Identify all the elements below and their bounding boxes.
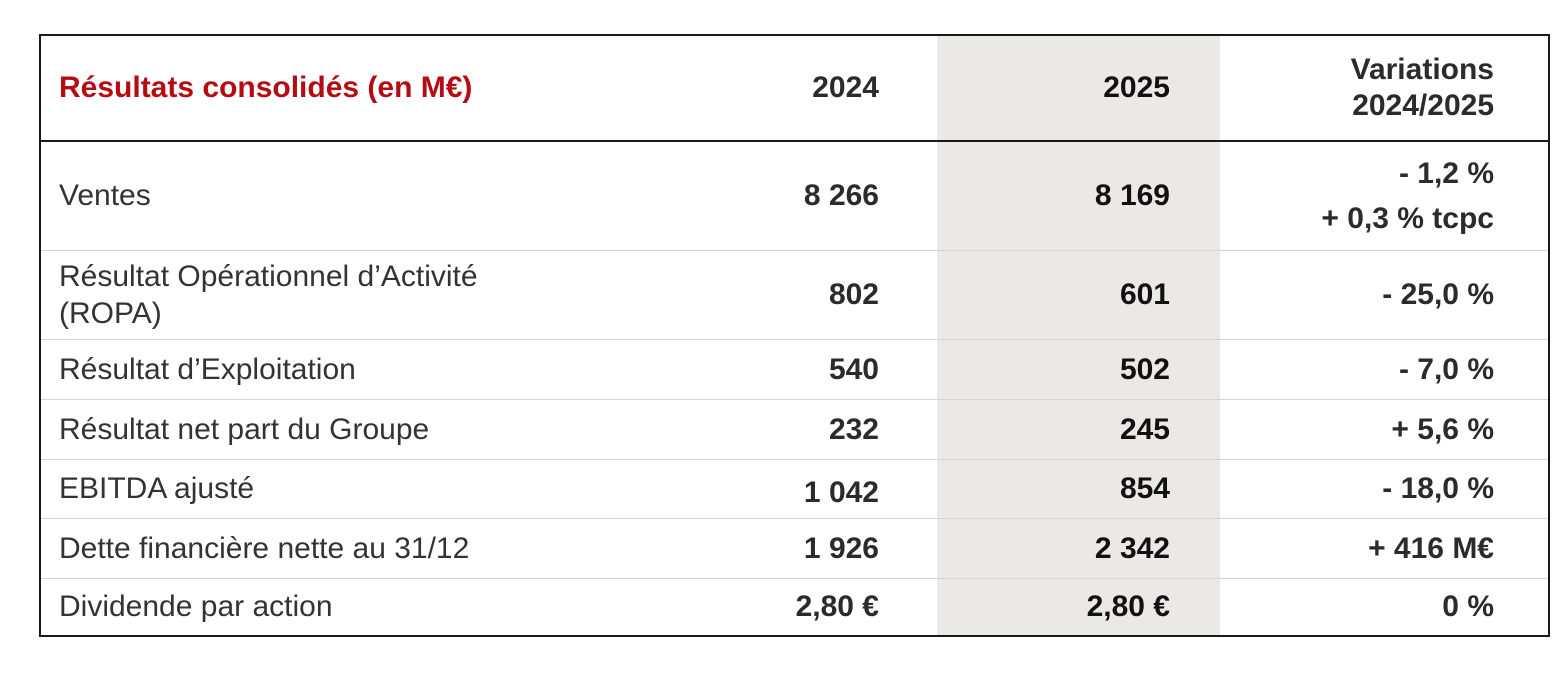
row-value-2024: 2,80 € (795, 590, 879, 623)
row-value-2024: 232 (828, 412, 879, 446)
row-value-2025: 8 169 (1094, 179, 1170, 212)
row-label: Résultat d’Exploitation (59, 352, 356, 386)
row-variation-cell: - 1,2 % + 0,3 % tcpc (1241, 142, 1494, 250)
row-value-2025: 854 (1119, 472, 1170, 505)
row-value-2025: 2,80 € (1086, 590, 1170, 623)
row-value-2024: 1 042 (803, 476, 879, 509)
row-label: Ventes (59, 179, 151, 212)
header-variations-cell: Variations 2024/2025 (1241, 36, 1494, 140)
row-variation-line1: - 1,2 % (1398, 157, 1494, 190)
table-row-resultat-exploitation: Résultat d’Exploitation 540 502 - 7,0 % (41, 340, 1548, 400)
row-variation-line2: + 0,3 % tcpc (1321, 202, 1494, 235)
row-label: EBITDA ajusté (59, 472, 255, 505)
table-row-ventes: Ventes 8 266 8 169 - 1,2 % + 0,3 % tcpc (41, 142, 1548, 251)
row-label-cell: Résultat Opérationnel d’Activité (ROPA) (59, 251, 759, 339)
table-row-ropa: Résultat Opérationnel d’Activité (ROPA) … (41, 251, 1548, 340)
table-row-resultat-net: Résultat net part du Groupe 232 245 + 5,… (41, 400, 1548, 460)
row-value-2024: 1 926 (803, 531, 879, 565)
row-variation: + 416 M€ (1368, 531, 1494, 565)
table-title-cell: Résultats consolidés (en M€) (59, 36, 759, 140)
table-header-row: Résultats consolidés (en M€) 2024 2025 V… (41, 36, 1548, 142)
header-2025: 2025 (1103, 71, 1170, 104)
row-variation: + 5,6 % (1391, 412, 1494, 446)
row-variation: - 1,2 % + 0,3 % tcpc (1321, 151, 1494, 241)
row-value-2025: 2 342 (1094, 531, 1170, 565)
row-value-2025: 601 (1119, 278, 1170, 311)
row-variation: - 7,0 % (1398, 352, 1494, 386)
header-variations-line2: 2024/2025 (1352, 89, 1494, 122)
table-row-ebitda: EBITDA ajusté 1 042 854 - 18,0 % (41, 460, 1548, 519)
row-label: Résultat net part du Groupe (59, 412, 430, 446)
row-label: Dividende par action (59, 590, 333, 623)
consolidated-results-table: Résultats consolidés (en M€) 2024 2025 V… (39, 34, 1550, 637)
row-value-2024: 540 (828, 352, 879, 386)
row-value-2024: 802 (828, 278, 879, 311)
row-label: Résultat Opérationnel d’Activité (ROPA) (59, 258, 478, 333)
row-label-line1: Résultat Opérationnel d’Activité (59, 259, 478, 293)
header-variations: Variations 2024/2025 (1351, 52, 1494, 124)
row-value-2025: 502 (1119, 352, 1170, 386)
table-row-dividende: Dividende par action 2,80 € 2,80 € 0 % (41, 579, 1548, 635)
row-variation: - 25,0 % (1382, 278, 1494, 311)
highlighted-2025-column (937, 36, 1220, 635)
row-label: Dette financière nette au 31/12 (59, 531, 470, 565)
row-value-2025: 245 (1119, 412, 1170, 446)
row-value-2024: 8 266 (803, 179, 879, 212)
row-label-line2: (ROPA) (59, 297, 162, 330)
table-title: Résultats consolidés (en M€) (59, 71, 473, 104)
header-2024: 2024 (812, 71, 879, 104)
row-variation: 0 % (1442, 590, 1494, 623)
row-variation: - 18,0 % (1382, 472, 1494, 505)
header-variations-line1: Variations (1350, 53, 1494, 86)
table-row-dette-financiere: Dette financière nette au 31/12 1 926 2 … (41, 519, 1548, 579)
